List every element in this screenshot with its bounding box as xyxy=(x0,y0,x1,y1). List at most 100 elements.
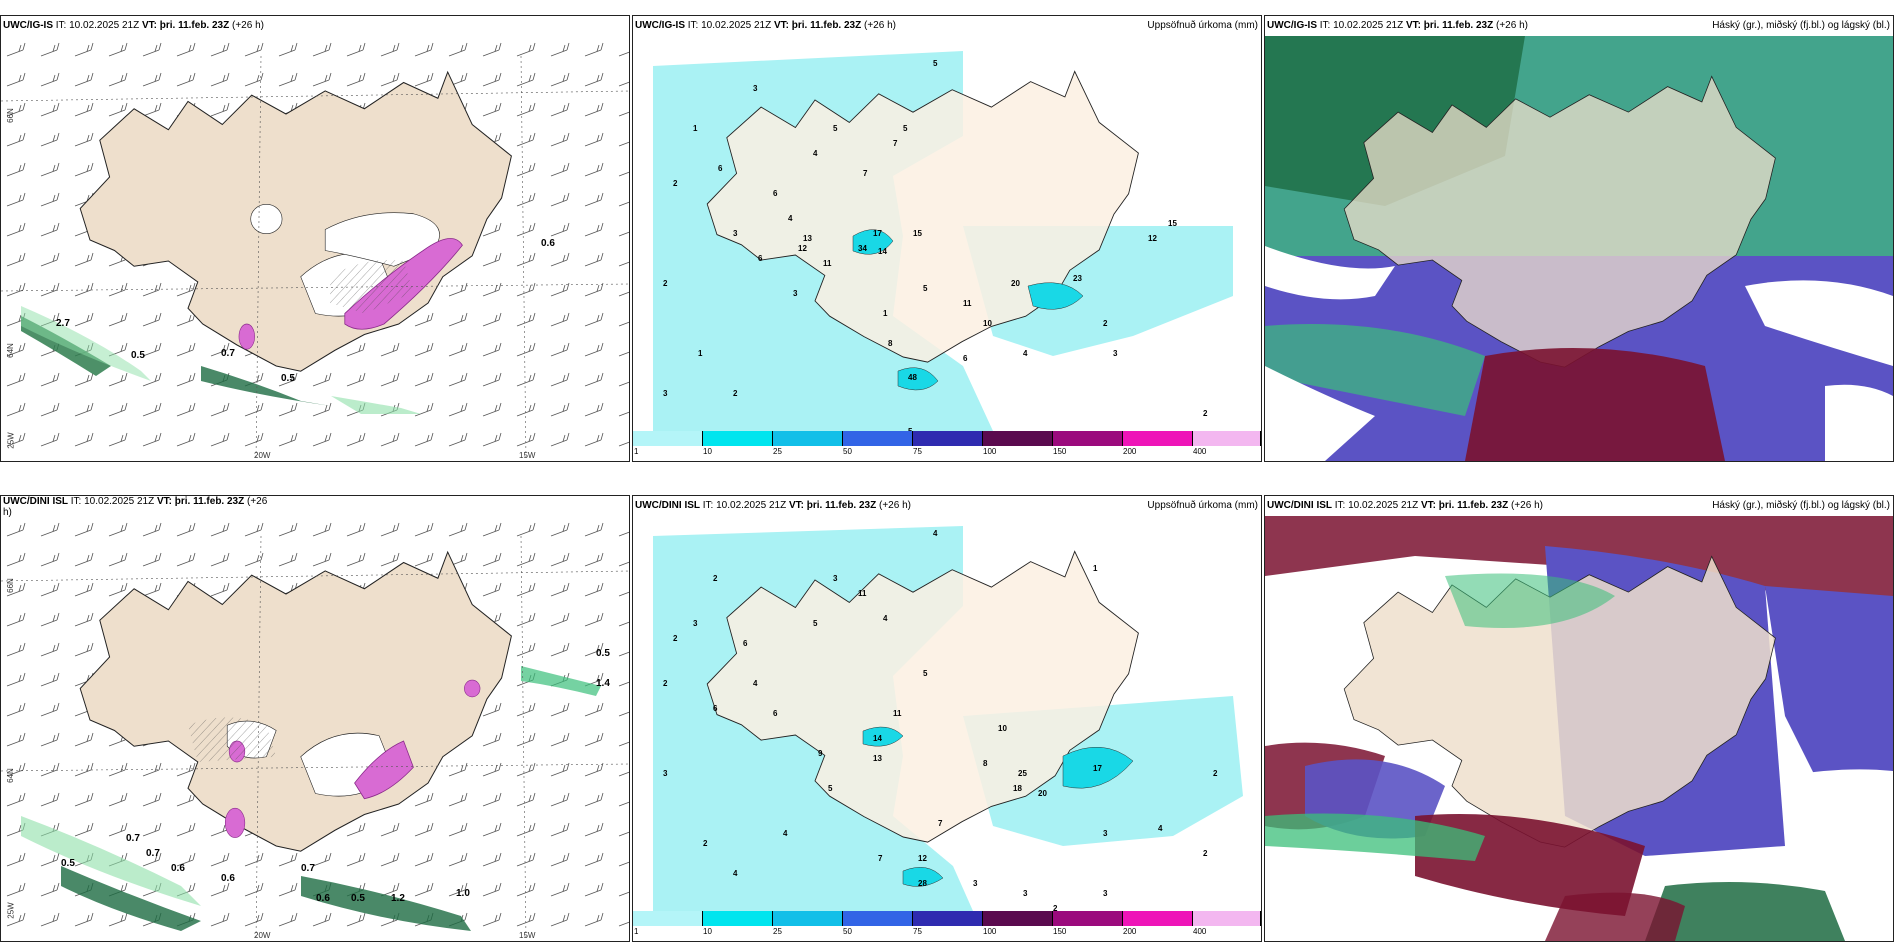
vt-label: VT: þri. 11.feb. 23Z xyxy=(1420,500,1509,511)
wind-value: 0.7 xyxy=(126,833,140,844)
it-label: IT: xyxy=(55,20,67,31)
precip-value: 3 xyxy=(733,229,738,238)
precip-value: 8 xyxy=(888,339,893,348)
precip-value: 3 xyxy=(1103,829,1108,838)
precip-value: 13 xyxy=(873,754,882,763)
lon-label: 15W xyxy=(519,931,536,940)
colorbar-swatch xyxy=(913,431,983,446)
precip-value: 2 xyxy=(663,679,668,688)
lead-time: (+26 xyxy=(247,496,268,507)
wind-value: 2.7 xyxy=(56,318,70,329)
panel-bottom-wind: UWC/DINI ISL IT: 10.02.2025 21Z VT: þri.… xyxy=(0,495,630,942)
precip-map: 4 2 3 2 5 3 11 4 6 2 4 9 13 14 11 10 25 … xyxy=(633,516,1261,941)
precip-value: 18 xyxy=(1013,784,1022,793)
precip-value: 23 xyxy=(1073,274,1082,283)
wind-value: 0.5 xyxy=(131,350,145,361)
colorbar-swatch xyxy=(703,431,773,446)
precip-value: 12 xyxy=(918,854,927,863)
precip-value: 5 xyxy=(923,284,928,293)
precip-value: 2 xyxy=(1203,409,1208,418)
precip-value: 4 xyxy=(783,829,788,838)
colorbar-swatch xyxy=(773,911,843,926)
lead-time: (+26 h) xyxy=(1511,500,1543,511)
precip-value: 34 xyxy=(858,244,867,253)
precip-value: 1 xyxy=(693,124,698,133)
precip-value: 6 xyxy=(743,639,748,648)
wind-value: 0.6 xyxy=(316,893,330,904)
precip-value: 8 xyxy=(983,759,988,768)
colorbar-label: 25 xyxy=(773,927,782,936)
precip-value: 7 xyxy=(938,819,943,828)
precip-value: 6 xyxy=(773,709,778,718)
panel-header: UWC/IG-IS IT: 10.02.2025 21Z VT: þri. 11… xyxy=(1265,16,1893,36)
precip-value: 3 xyxy=(793,289,798,298)
panel-header: UWC/DINI ISL IT: 10.02.2025 21Z VT: þri.… xyxy=(633,496,1261,516)
wind-value: 1.2 xyxy=(391,893,405,904)
precip-value: 5 xyxy=(833,124,838,133)
precip-value: 4 xyxy=(1158,824,1163,833)
precip-value: 4 xyxy=(813,149,818,158)
colorbar-swatch xyxy=(773,431,843,446)
lat-label: 66N xyxy=(5,108,15,123)
colorbar: 1 10 25 50 75 100 150 200 400 xyxy=(633,911,1261,941)
precip-value: 12 xyxy=(1148,234,1157,243)
precip-value: 3 xyxy=(833,574,838,583)
colorbar-label: 150 xyxy=(1053,447,1067,456)
precip-value: 11 xyxy=(893,709,902,718)
wind-value: 0.7 xyxy=(221,348,235,359)
panel-bottom-clouds: UWC/DINI ISL IT: 10.02.2025 21Z VT: þri.… xyxy=(1264,495,1894,942)
colorbar-swatch xyxy=(843,911,913,926)
precip-value: 2 xyxy=(703,839,708,848)
wind-value: 0.6 xyxy=(171,863,185,874)
precip-value: 17 xyxy=(1093,764,1102,773)
lon-label: 15W xyxy=(519,451,536,460)
precip-value: 25 xyxy=(1018,769,1027,778)
precip-value: 2 xyxy=(663,279,668,288)
colorbar-label: 200 xyxy=(1123,447,1137,456)
precip-value: 5 xyxy=(828,784,833,793)
wind-value: 0.5 xyxy=(61,858,75,869)
model-name: UWC/DINI ISL xyxy=(3,496,68,507)
precip-value: 4 xyxy=(1023,349,1028,358)
it-label: IT: xyxy=(687,20,699,31)
precip-value: 10 xyxy=(998,724,1007,733)
precip-value: 6 xyxy=(963,354,968,363)
panel-top-wind: UWC/IG-IS IT: 10.02.2025 21Z VT: þri. 11… xyxy=(0,15,630,462)
precip-value: 3 xyxy=(663,389,668,398)
precip-value: 5 xyxy=(923,669,928,678)
panel-top-clouds: UWC/IG-IS IT: 10.02.2025 21Z VT: þri. 11… xyxy=(1264,15,1894,462)
colorbar-label: 150 xyxy=(1053,927,1067,936)
precip-value: 11 xyxy=(858,589,867,598)
precip-value: 1 xyxy=(883,309,888,318)
it-value: 10.02.2025 21Z xyxy=(716,500,787,511)
vt-label: VT: þri. 11.feb. 23Z xyxy=(773,20,862,31)
colorbar-swatch xyxy=(1053,911,1123,926)
it-label: IT: xyxy=(702,500,714,511)
panel-title: Uppsöfnuð úrkoma (mm) xyxy=(1147,500,1258,511)
precip-value: 4 xyxy=(733,869,738,878)
precip-value: 11 xyxy=(823,259,832,268)
wind-value: 0.7 xyxy=(301,863,315,874)
colorbar-label: 400 xyxy=(1193,447,1207,456)
colorbar-label: 100 xyxy=(983,447,997,456)
panel-header: UWC/DINI ISL IT: 10.02.2025 21Z VT: þri.… xyxy=(1265,496,1893,516)
wind-value: 1.4 xyxy=(596,678,610,689)
precip-value: 3 xyxy=(693,619,698,628)
precip-value: 6 xyxy=(758,254,763,263)
model-name: UWC/IG-IS xyxy=(635,20,685,31)
precip-value: 2 xyxy=(1203,849,1208,858)
model-name: UWC/IG-IS xyxy=(1267,20,1317,31)
colorbar-label: 200 xyxy=(1123,927,1137,936)
precip-value: 5 xyxy=(933,59,938,68)
lon-label: 20W xyxy=(254,931,271,940)
precip-value: 5 xyxy=(813,619,818,628)
precip-value: 7 xyxy=(863,169,868,178)
lon-label: 25W xyxy=(6,432,16,449)
precip-value: 6 xyxy=(718,164,723,173)
lead-time: (+26 h) xyxy=(232,20,264,31)
panel-header: UWC/IG-IS IT: 10.02.2025 21Z VT: þri. 11… xyxy=(1,16,629,36)
vt-label: VT: þri. 11.feb. 23Z xyxy=(156,496,245,507)
precip-value: 1 xyxy=(698,349,703,358)
precip-value: 4 xyxy=(788,214,793,223)
panel-top-precip: UWC/IG-IS IT: 10.02.2025 21Z VT: þri. 11… xyxy=(632,15,1262,462)
